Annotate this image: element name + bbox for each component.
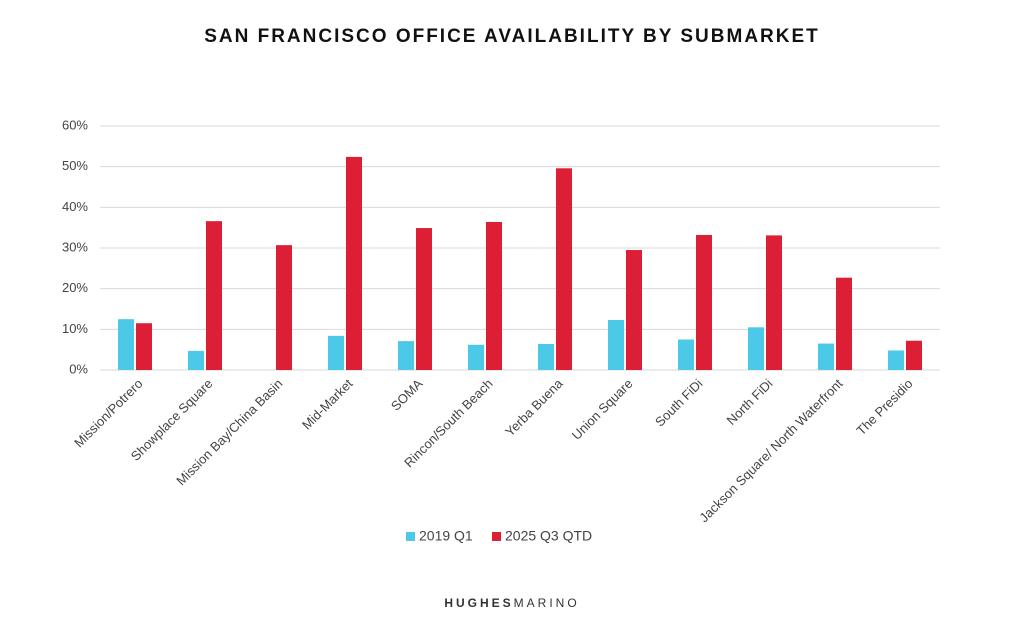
bar [346, 156, 362, 370]
y-tick-label: 60% [62, 117, 88, 132]
bar [678, 339, 694, 370]
legend-swatch [406, 532, 415, 541]
brand-bold: HUGHES [444, 596, 513, 610]
bar [206, 221, 222, 370]
bar [818, 343, 834, 370]
bar [888, 350, 904, 370]
x-tick-label: South FiDi [652, 376, 706, 430]
bar [696, 234, 712, 370]
y-tick-label: 0% [69, 361, 88, 376]
brand: HUGHESMARINO [444, 596, 579, 610]
bar [276, 245, 292, 370]
bar [486, 221, 502, 370]
bar [556, 168, 572, 370]
x-tick-label: The Presidio [853, 376, 915, 438]
bar [748, 327, 764, 370]
x-tick-label: Mission/Potrero [71, 376, 145, 450]
y-tick-label: 50% [62, 158, 88, 173]
bar [136, 323, 152, 370]
bar [538, 343, 554, 370]
bar [118, 319, 134, 370]
bar [416, 228, 432, 370]
y-tick-label: 20% [62, 280, 88, 295]
x-tick-label: North FiDi [724, 376, 776, 428]
brand-light: MARINO [514, 596, 580, 610]
x-tick-label: Mid-Market [299, 376, 356, 433]
bar [626, 250, 642, 370]
bar [608, 319, 624, 370]
bar [906, 340, 922, 370]
x-tick-label: Union Square [569, 376, 636, 443]
bar [188, 350, 204, 370]
y-tick-label: 40% [62, 199, 88, 214]
chart-title: SAN FRANCISCO OFFICE AVAILABILITY BY SUB… [204, 26, 820, 47]
x-tick-label: Jackson Square/ North Waterfront [696, 376, 846, 526]
y-tick-label: 30% [62, 239, 88, 254]
y-tick-label: 10% [62, 321, 88, 336]
bar [836, 277, 852, 370]
bar [468, 344, 484, 370]
legend-label: 2025 Q3 QTD [505, 528, 592, 544]
legend-label: 2019 Q1 [419, 528, 473, 544]
legend-swatch [492, 532, 501, 541]
bar [328, 335, 344, 370]
x-tick-label: Yerba Buena [502, 375, 566, 439]
bar [766, 235, 782, 370]
bar [398, 341, 414, 370]
x-tick-label: SOMA [388, 376, 426, 414]
